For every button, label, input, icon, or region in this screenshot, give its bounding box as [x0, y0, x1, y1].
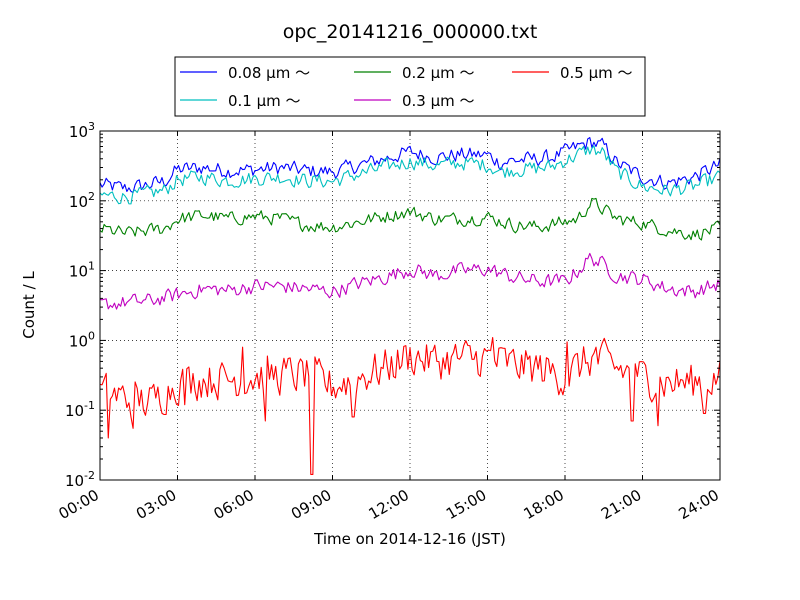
legend-label: 0.5 μm ～ [560, 64, 633, 82]
x-axis-label: Time on 2014-12-16 (JST) [313, 530, 506, 548]
x-tick-label: 03:00 [133, 486, 179, 523]
x-tick-label: 24:00 [676, 486, 722, 523]
legend-label: 0.3 μm ～ [402, 92, 475, 110]
plot-frame [99, 130, 721, 481]
x-tick-label: 00:00 [56, 486, 102, 523]
y-tick-labels: 10-2 10-1 100 101 102 103 [65, 120, 95, 490]
y-tick-label: 101 [69, 260, 95, 281]
series-line-1 [100, 145, 720, 205]
legend-label: 0.08 μm ～ [228, 64, 310, 82]
series-lines [100, 137, 720, 476]
legend-label: 0.1 μm ～ [228, 92, 301, 110]
y-tick-label: 103 [69, 120, 95, 141]
x-tick-label: 15:00 [443, 486, 489, 523]
grid-lines [100, 131, 720, 480]
legend: 0.08 μm ～ 0.1 μm ～ 0.2 μm ～ 0.3 μm ～ 0.5 μm … [174, 56, 646, 117]
y-axis-label: Count / L [20, 271, 38, 339]
x-tick-label: 06:00 [211, 486, 257, 523]
x-tick-labels: 00:00 03:00 06:00 09:00 12:00 15:00 18:00 21:00… [56, 486, 722, 523]
x-tick-label: 12:00 [366, 486, 412, 523]
y-tick-label: 102 [69, 190, 95, 211]
series-line-0 [100, 137, 720, 194]
legend-box [174, 56, 646, 117]
x-tick-label: 09:00 [288, 486, 334, 523]
series-line-3 [100, 252, 720, 310]
chart-title: opc_20141216_000000.txt [283, 21, 538, 43]
series-line-2 [100, 197, 720, 241]
x-tick-label: 21:00 [598, 486, 644, 523]
y-tick-label: 10-1 [65, 399, 95, 420]
x-tick-label: 18:00 [521, 486, 567, 523]
y-tick-label: 10-2 [65, 469, 95, 490]
legend-label: 0.2 μm ～ [402, 64, 475, 82]
y-tick-label: 100 [69, 329, 95, 350]
series-line-4 [100, 336, 720, 476]
